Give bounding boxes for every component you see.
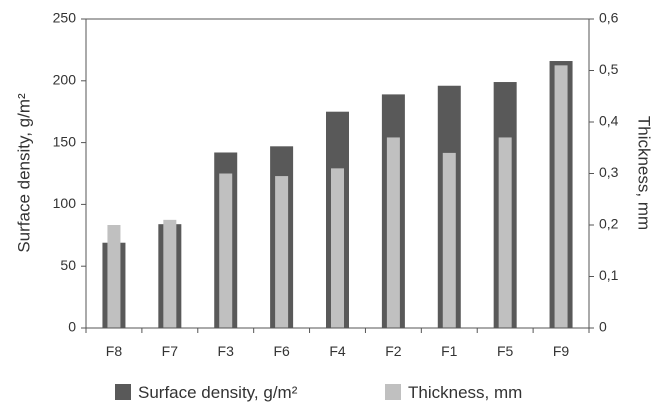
right-tick-label: 0,6	[599, 10, 619, 26]
right-tick-label: 0	[599, 319, 607, 335]
left-tick-label: 50	[60, 257, 76, 273]
bar-thickness-f5	[498, 137, 512, 328]
bar-thickness-f8	[107, 225, 121, 328]
left-tick-label: 250	[53, 10, 77, 26]
bars-group	[102, 61, 573, 329]
right-tick-label: 0,2	[599, 216, 619, 232]
x-tick-label: F7	[162, 343, 179, 359]
bar-thickness-f7	[163, 219, 177, 328]
legend: Surface density, g/m² Thickness, mm	[115, 383, 522, 402]
x-tick-label: F6	[273, 343, 290, 359]
left-tick-label: 150	[53, 133, 77, 149]
bar-thickness-f1	[442, 152, 456, 328]
x-tick-label: F8	[106, 343, 123, 359]
left-tick-label: 0	[68, 319, 76, 335]
x-tick-label: F9	[553, 343, 570, 359]
right-tick-label: 0,1	[599, 267, 619, 283]
x-tick-label: F3	[218, 343, 235, 359]
left-tick-label: 100	[53, 195, 77, 211]
left-axis-ticks: 0 50 100 150 200 250	[53, 10, 86, 335]
x-axis-ticks: F8 F7 F3 F6 F4 F2 F1 F5 F9	[85, 328, 590, 359]
bar-thickness-f6	[275, 176, 289, 328]
x-tick-label: F4	[329, 343, 346, 359]
x-tick-label: F1	[441, 343, 458, 359]
left-axis-title: Surface density, g/m²	[14, 93, 33, 253]
bar-thickness-f3	[219, 173, 233, 328]
bar-thickness-f9	[554, 65, 568, 328]
left-tick-label: 200	[53, 72, 77, 88]
x-tick-label: F2	[385, 343, 402, 359]
bar-thickness-f2	[386, 137, 400, 328]
legend-label-thickness: Thickness, mm	[408, 383, 522, 402]
right-axis-title: Thickness, mm	[635, 116, 654, 230]
legend-swatch-thickness	[385, 384, 401, 400]
legend-swatch-surface-density	[115, 384, 131, 400]
right-tick-label: 0,5	[599, 61, 619, 77]
x-tick-label: F5	[497, 343, 514, 359]
right-tick-label: 0,3	[599, 164, 619, 180]
bar-thickness-f4	[331, 168, 344, 328]
legend-label-surface-density: Surface density, g/m²	[138, 383, 298, 402]
right-tick-label: 0,4	[599, 113, 619, 129]
right-axis-ticks: 0 0,1 0,2 0,3 0,4 0,5 0,6	[589, 10, 619, 335]
